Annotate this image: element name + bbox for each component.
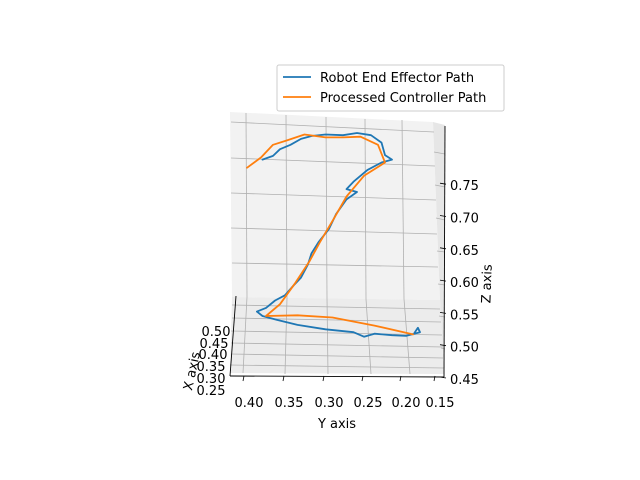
grid-back-h bbox=[230, 121, 435, 133]
x-tick-label: 0.30 bbox=[197, 372, 226, 387]
y-tick-label: 0.25 bbox=[354, 396, 383, 411]
series-line-controller-path bbox=[246, 133, 414, 336]
tick-marks bbox=[242, 182, 447, 382]
y-tick-label: 0.35 bbox=[275, 396, 304, 411]
y-tick-mark bbox=[322, 375, 325, 382]
z-tick-mark bbox=[439, 376, 447, 379]
grid-back-v bbox=[364, 118, 367, 300]
z-axis-title: Z axis bbox=[479, 264, 495, 304]
grid-floor-h bbox=[231, 304, 441, 310]
x-tick-label: 0.50 bbox=[202, 325, 231, 340]
grid-back-v bbox=[245, 112, 248, 298]
grid-side-h bbox=[435, 217, 446, 221]
grid-floor-h bbox=[229, 364, 445, 369]
grid-back-v bbox=[325, 116, 328, 299]
z-tick-label: 0.75 bbox=[450, 179, 479, 194]
grid-side-h bbox=[436, 250, 446, 253]
x-tick-label: 0.25 bbox=[197, 384, 226, 399]
tick-labels: 0.40 0.35 0.30 0.25 0.20 0.150.250.300.350.40… bbox=[197, 179, 479, 411]
grid-lines bbox=[229, 112, 446, 375]
legend-box bbox=[276, 64, 505, 112]
grid-floor-v bbox=[365, 298, 372, 375]
back-pane bbox=[230, 112, 440, 300]
series-layer bbox=[246, 132, 421, 338]
grid-floor-v bbox=[284, 297, 288, 375]
y-tick-label: 0.15 bbox=[426, 396, 455, 411]
x-tick-label: 0.40 bbox=[199, 348, 228, 363]
grid-back-h bbox=[230, 227, 438, 235]
grid-back-h bbox=[231, 262, 439, 268]
y-tick-mark bbox=[433, 375, 436, 382]
grid-back-v bbox=[401, 119, 405, 300]
z-tick-label: 0.60 bbox=[450, 276, 479, 291]
z-tick-label: 0.55 bbox=[450, 308, 479, 323]
y-tick-label: 0.30 bbox=[315, 396, 344, 411]
z-tick-mark bbox=[439, 182, 447, 185]
grid-floor-v bbox=[242, 296, 248, 374]
z-tick-label: 0.70 bbox=[450, 212, 479, 227]
z-tick-mark bbox=[439, 215, 447, 217]
z-tick-label: 0.45 bbox=[450, 373, 479, 388]
z-tick-mark bbox=[439, 247, 447, 250]
grid-side-h bbox=[433, 151, 446, 155]
y-tick-mark bbox=[282, 375, 285, 382]
x-tick-label: 0.45 bbox=[200, 337, 229, 352]
grid-side-h bbox=[437, 283, 446, 286]
grid-back-v bbox=[285, 114, 288, 299]
legend-label-robot-path: Robot End Effector Path bbox=[320, 71, 474, 86]
grid-side-h bbox=[434, 184, 446, 188]
z-tick-label: 0.50 bbox=[450, 341, 479, 356]
z-tick-mark bbox=[439, 312, 447, 314]
x-tick-label: 0.35 bbox=[197, 360, 226, 375]
y-tick-label: 0.20 bbox=[392, 396, 421, 411]
y-tick-label: 0.40 bbox=[235, 396, 264, 411]
y-axis-title: Y axis bbox=[317, 417, 356, 432]
grid-back-h bbox=[230, 192, 437, 201]
x-axis-line bbox=[229, 295, 237, 377]
y-tick-mark bbox=[361, 375, 364, 382]
z-tick-mark bbox=[439, 279, 447, 282]
z-axis-line bbox=[443, 125, 446, 378]
legend: Robot End Effector Path Processed Contro… bbox=[276, 64, 505, 112]
y-tick-mark bbox=[242, 375, 245, 382]
grid-floor-h bbox=[230, 353, 444, 359]
legend-label-controller-path: Processed Controller Path bbox=[320, 91, 486, 106]
y-tick-mark bbox=[399, 375, 402, 382]
z-tick-mark bbox=[439, 344, 447, 347]
grid-floor-v bbox=[326, 297, 329, 375]
y-axis-line bbox=[229, 375, 445, 378]
z-tick-label: 0.65 bbox=[450, 244, 479, 259]
axis-lines bbox=[229, 125, 446, 378]
